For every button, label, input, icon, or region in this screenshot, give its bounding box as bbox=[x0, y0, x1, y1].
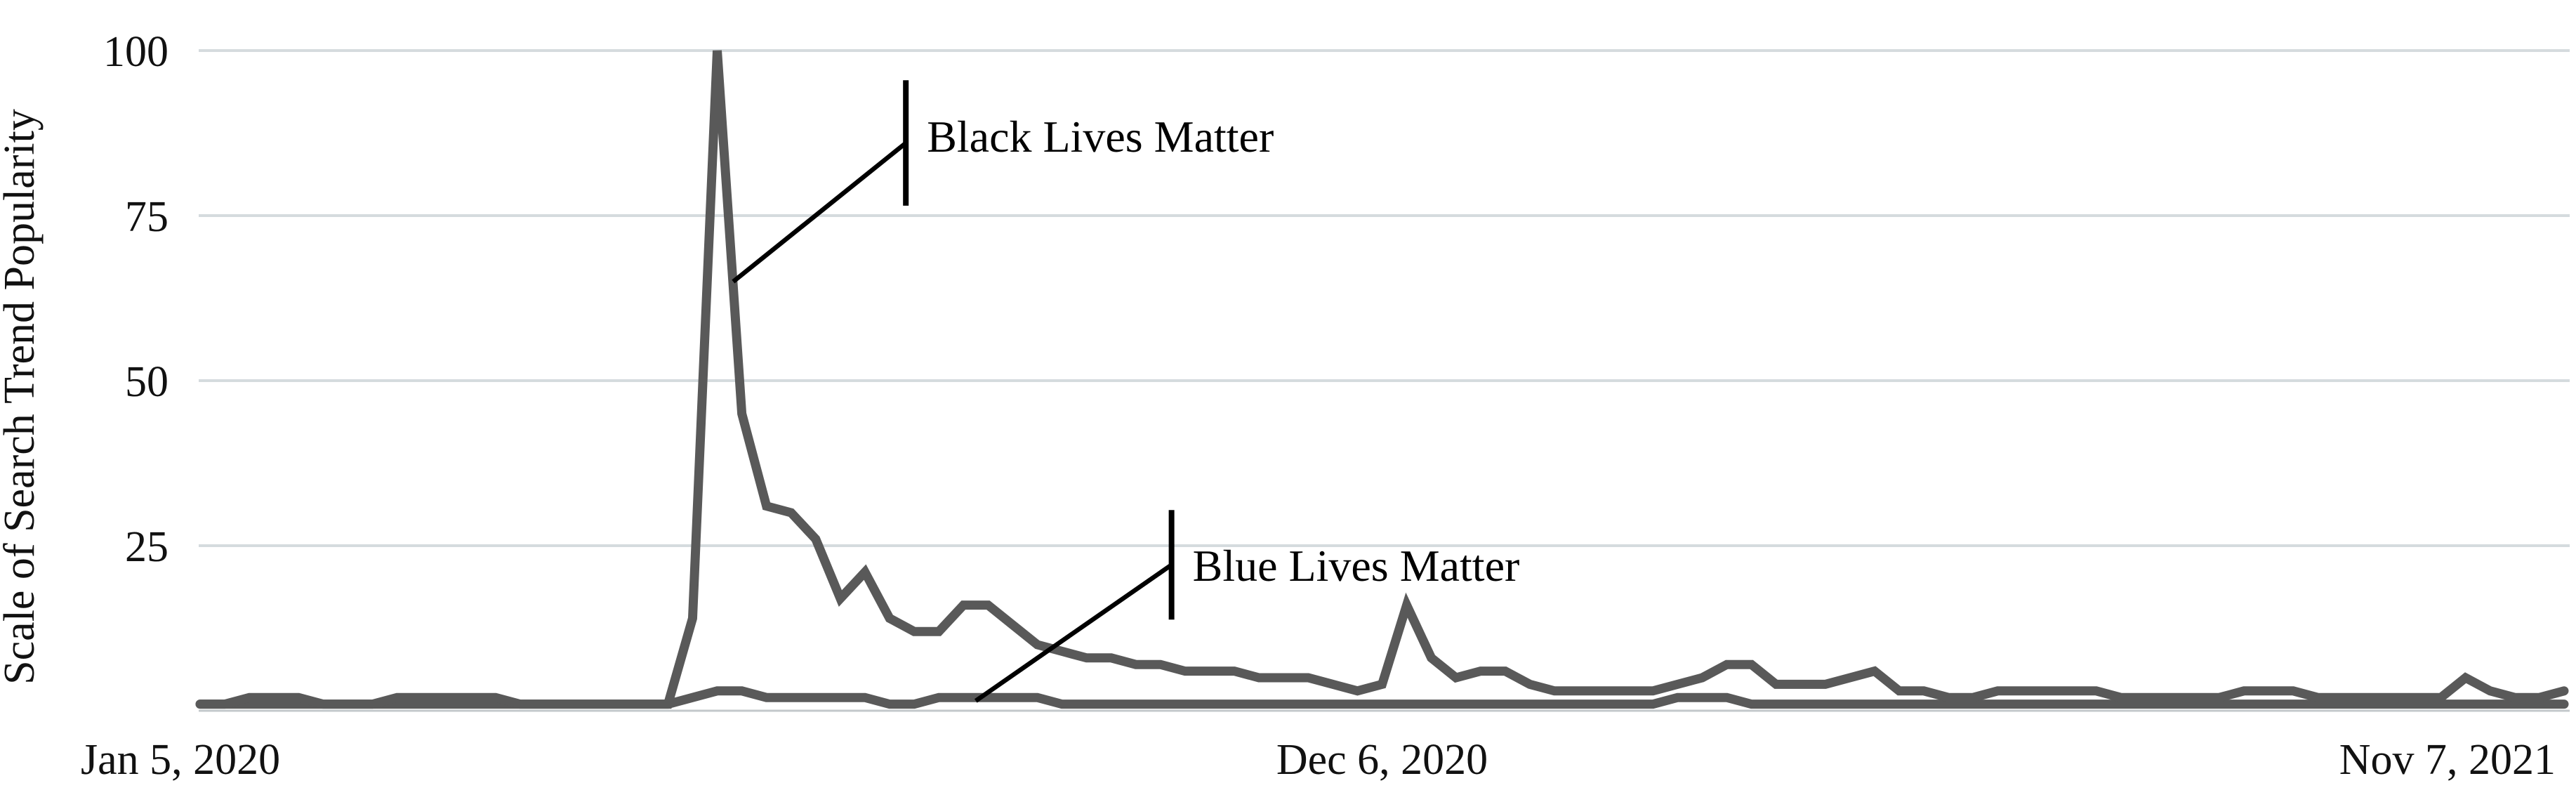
x-tick-labels: Jan 5, 2020 Dec 6, 2020 Nov 7, 2021 bbox=[81, 736, 2556, 784]
annotation-label-blue-lives-matter: Blue Lives Matter bbox=[1193, 541, 1520, 591]
y-axis-title: Scale of Search Trend Popularity bbox=[0, 109, 44, 685]
callout-leader-0 bbox=[732, 141, 908, 284]
callout-leader-1 bbox=[974, 563, 1173, 703]
line-series-black-lives-matter bbox=[195, 50, 2569, 709]
x-tick-dec-6-2020: Dec 6, 2020 bbox=[1276, 736, 1488, 784]
y-tick-labels: 100 75 50 25 bbox=[103, 28, 169, 571]
gridlines bbox=[199, 49, 2570, 547]
y-tick-75: 75 bbox=[125, 193, 169, 241]
x-tick-jan-5-2020: Jan 5, 2020 bbox=[81, 736, 280, 784]
y-tick-100: 100 bbox=[103, 28, 169, 76]
y-tick-25: 25 bbox=[125, 523, 169, 571]
x-tick-nov-7-2021: Nov 7, 2021 bbox=[2339, 736, 2556, 784]
annotation-callout-shapes bbox=[732, 80, 1175, 703]
annotation-label-black-lives-matter: Black Lives Matter bbox=[927, 112, 1274, 162]
series-lines bbox=[195, 50, 2569, 709]
y-tick-50: 50 bbox=[125, 358, 169, 406]
